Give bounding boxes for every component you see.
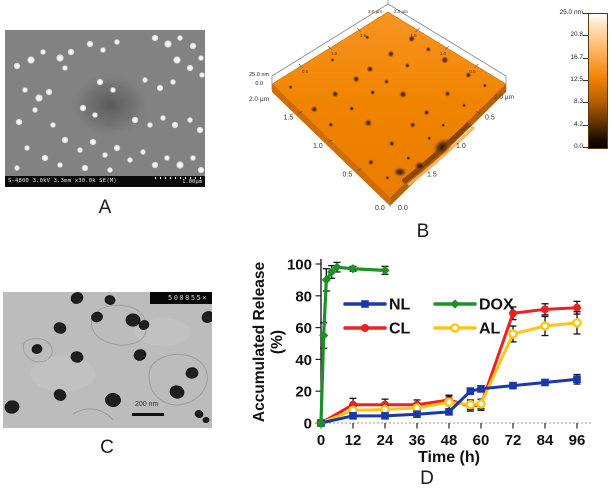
svg-text:AL: AL [479, 321, 501, 338]
svg-text:0.5: 0.5 [343, 172, 353, 179]
colorbar-label: 8.3 [573, 98, 583, 106]
colorbar-gradient [588, 13, 608, 149]
panel-a-label: A [98, 197, 112, 218]
colorbar-label: 4.2 [573, 120, 583, 128]
svg-text:0: 0 [304, 416, 312, 433]
svg-text:48: 48 [441, 432, 458, 449]
svg-text:2.0 µm: 2.0 µm [249, 96, 269, 103]
afm-colorbar: 25.0 nm 20.8 16.7 12.5 8.3 4.2 0.0 [545, 9, 609, 152]
tem-membrane-outlines [22, 304, 208, 421]
release-chart-panel-d: 0 20 40 60 80 100 0 12 24 36 48 60 72 84 96 Time (h) Acc… [251, 257, 591, 466]
afm-wireframe [271, 0, 507, 207]
svg-text:Accumulated Release: Accumulated Release [251, 262, 268, 423]
colorbar-tick [583, 57, 588, 59]
afm-axis-labels: 1.5 1.0 0.5 1.5 1.0 0.5 0.0 0.0 2.0 µm 2.0 µm 25.0… [249, 9, 514, 212]
svg-text:40: 40 [295, 352, 312, 369]
colorbar-tick [583, 102, 588, 104]
svg-text:Time (h): Time (h) [418, 449, 480, 466]
chart-legend: NL DOX CL AL [343, 297, 514, 338]
sem-info-bar: S-4800 3.0kV 3.3mm x30.0k SE(M) 1.00µm [5, 176, 205, 187]
panel-b-label: B [416, 221, 430, 242]
svg-text:1.5: 1.5 [284, 115, 294, 122]
sem-nanoparticles [13, 34, 205, 174]
svg-text:1.0: 1.0 [456, 143, 466, 150]
tem-magnification-stamp: 500855× [150, 292, 212, 304]
colorbar-tick [583, 13, 588, 14]
svg-text:0.0: 0.0 [398, 205, 408, 212]
svg-text:20: 20 [295, 384, 312, 401]
svg-text:NL: NL [389, 297, 411, 314]
tem-scale-text: 200 nm [135, 401, 159, 408]
svg-text:25.0 nm: 25.0 nm [249, 72, 269, 78]
svg-text:1.5: 1.5 [360, 33, 367, 38]
svg-text:96: 96 [569, 432, 586, 449]
svg-text:72: 72 [505, 432, 522, 449]
sem-scale-text: 1.00µm [182, 179, 202, 185]
svg-text:0.5: 0.5 [469, 69, 476, 74]
colorbar-tick [583, 124, 588, 126]
svg-text:36: 36 [409, 432, 426, 449]
svg-text:2.0 µm: 2.0 µm [368, 9, 382, 14]
series-dox [316, 261, 390, 428]
tem-micrograph-panel-c: 500855× 200 nm [3, 292, 212, 428]
svg-text:60: 60 [295, 320, 312, 337]
svg-text:1.5: 1.5 [410, 33, 417, 38]
colorbar-label: 16.7 [570, 53, 583, 61]
colorbar-label: 12.5 [570, 76, 583, 83]
svg-text:0: 0 [317, 432, 325, 449]
colorbar-label: 20.8 [570, 31, 583, 39]
sem-metadata-text: S-4800 3.0kV 3.3mm x30.0k SE(M) [8, 178, 117, 184]
svg-text:1.0: 1.0 [331, 51, 338, 56]
svg-text:2.0 µm: 2.0 µm [394, 9, 408, 14]
svg-text:CL: CL [389, 321, 411, 338]
panel-c-label: C [100, 437, 114, 458]
svg-text:80: 80 [295, 288, 312, 305]
svg-text:1.5: 1.5 [427, 172, 437, 179]
colorbar-tick [583, 147, 588, 148]
afm-defect [393, 122, 476, 187]
svg-text:84: 84 [537, 432, 554, 449]
svg-text:1.0: 1.0 [440, 51, 447, 56]
svg-text:60: 60 [473, 432, 490, 449]
panel-d-label: D [420, 468, 434, 489]
tem-scale-bar [132, 413, 164, 416]
svg-text:100: 100 [287, 257, 312, 274]
svg-text:0.0: 0.0 [255, 81, 263, 87]
svg-text:12: 12 [345, 432, 362, 449]
colorbar-tick [583, 80, 588, 81]
afm-3d-surface-panel-b: 1.5 1.0 0.5 1.5 1.0 0.5 0.0 0.0 2.0 µm 2.0 µm 25.0… [249, 0, 514, 212]
afm-pores [288, 35, 488, 181]
svg-text:24: 24 [377, 432, 394, 449]
colorbar-tick [583, 35, 588, 37]
tem-particles-image [3, 292, 212, 428]
sem-micrograph-panel-a: S-4800 3.0kV 3.3mm x30.0k SE(M) 1.00µm [5, 30, 205, 187]
svg-text:0.0: 0.0 [375, 205, 385, 212]
sem-scale-ruler [155, 177, 201, 179]
svg-text:1.0: 1.0 [313, 143, 323, 150]
svg-text:0.5: 0.5 [302, 69, 309, 74]
svg-text:DOX: DOX [479, 297, 514, 314]
svg-text:2.0 µm: 2.0 µm [494, 94, 514, 101]
colorbar-label: 25.0 nm [559, 9, 584, 16]
sem-particles-image [5, 30, 205, 176]
colorbar-label: 0.0 [573, 143, 583, 150]
svg-text:0.5: 0.5 [485, 115, 495, 122]
svg-text:(%): (%) [269, 330, 286, 354]
